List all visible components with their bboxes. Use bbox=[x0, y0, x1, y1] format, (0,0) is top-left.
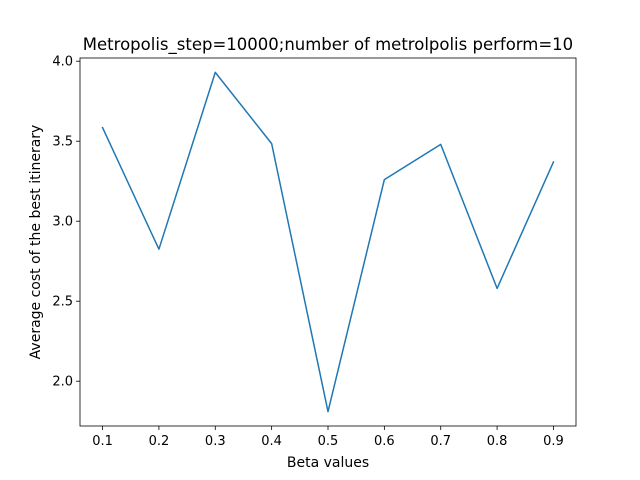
x-tick-label: 0.2 bbox=[149, 434, 170, 449]
axes-frame bbox=[79, 57, 577, 427]
y-tick-label: 2.0 bbox=[52, 375, 73, 390]
x-tick-label: 0.5 bbox=[318, 434, 339, 449]
x-tick-label: 0.3 bbox=[205, 434, 226, 449]
plot-area: 0.1 0.2 0.3 0.4 0.5 0.6 0.7 0.8 0.9 2.0 2.5 3.0 3.5 4… bbox=[52, 55, 577, 449]
x-tick-label: 0.7 bbox=[430, 434, 451, 449]
y-tick-label: 2.5 bbox=[52, 295, 73, 310]
y-tick-label: 4.0 bbox=[52, 55, 73, 70]
x-axis-label: Beta values bbox=[287, 455, 369, 471]
y-tick-label: 3.0 bbox=[52, 215, 73, 230]
chart-title: Metropolis_step=10000;number of metrolpo… bbox=[83, 35, 573, 55]
y-tick-label: 3.5 bbox=[52, 135, 73, 150]
x-tick-label: 0.1 bbox=[92, 434, 113, 449]
y-axis-label: Average cost of the best itinerary bbox=[28, 125, 44, 360]
x-tick-label: 0.4 bbox=[261, 434, 282, 449]
x-tick-label: 0.6 bbox=[374, 434, 395, 449]
series-line-0 bbox=[101, 71, 555, 413]
x-tick-label: 0.8 bbox=[487, 434, 508, 449]
x-tick-label: 0.9 bbox=[543, 434, 564, 449]
